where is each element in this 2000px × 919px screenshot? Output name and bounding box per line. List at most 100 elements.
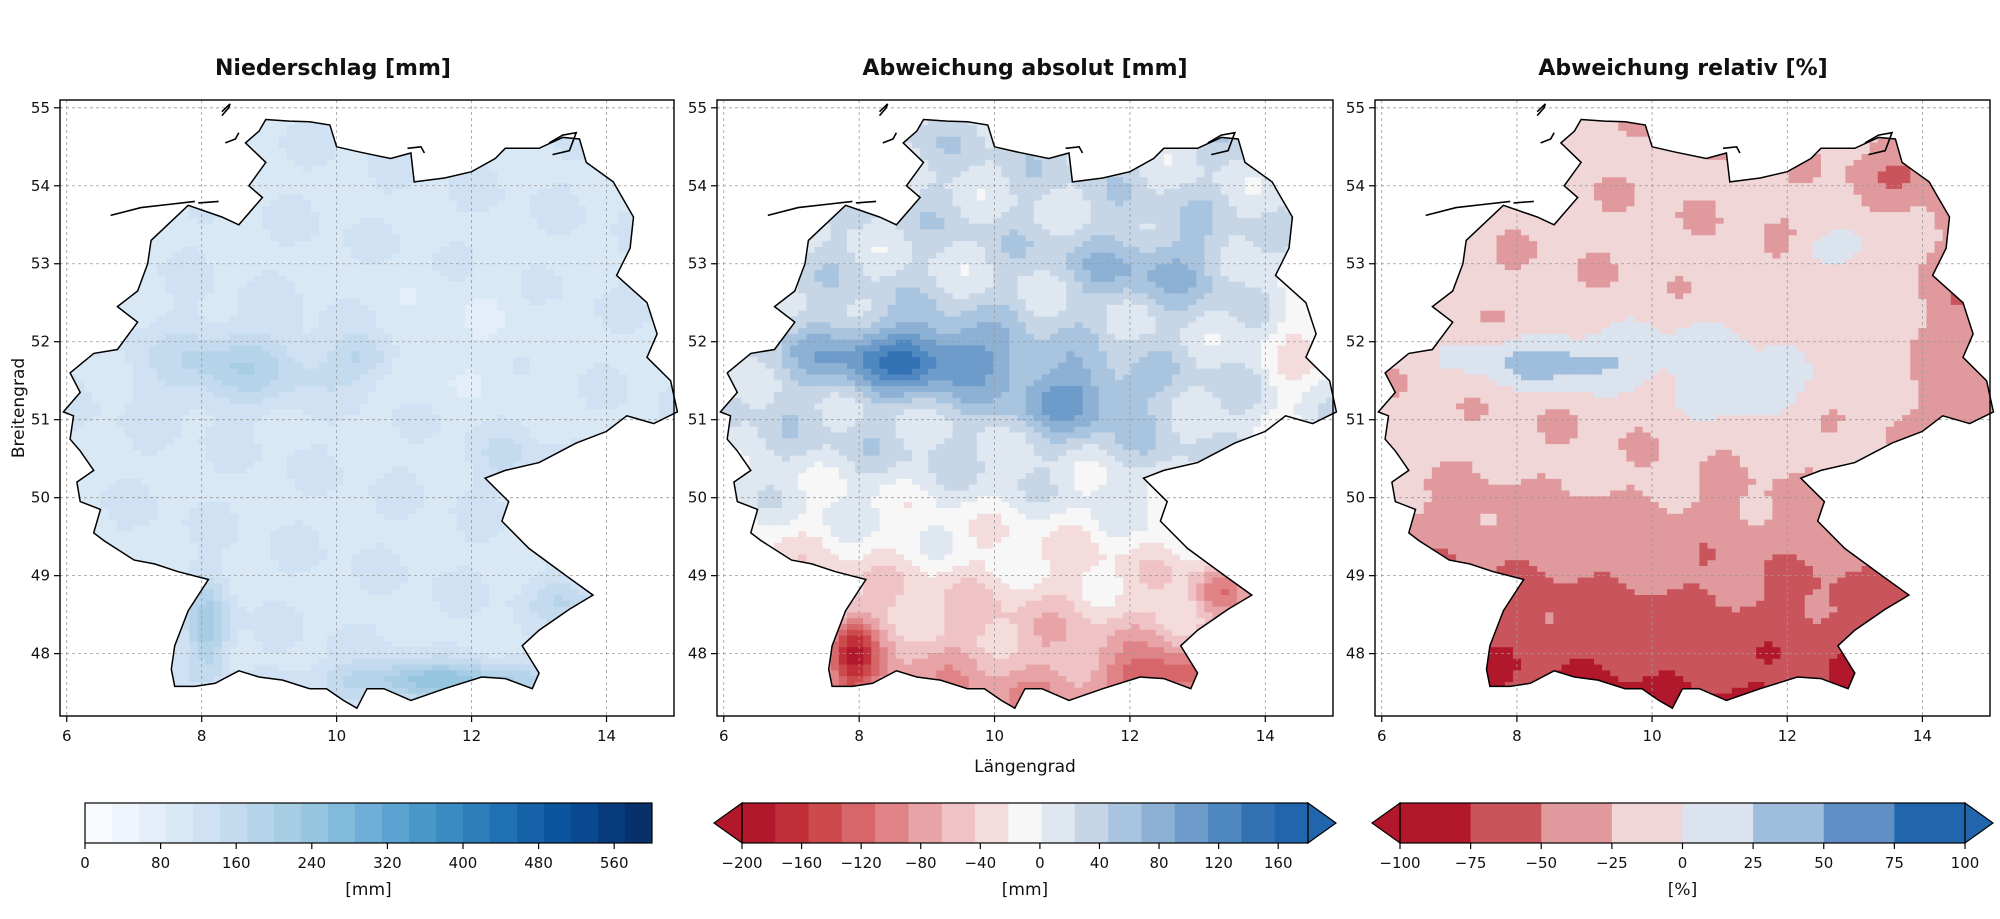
colorbar-swatch [742,803,776,843]
colorbar-tick-label: −25 [1596,854,1628,872]
colorbar-swatch [1108,803,1143,843]
colorbar-swatch [490,803,518,843]
colorbar-swatch [841,803,876,843]
island-outline [855,200,877,204]
map-panel-absdev: Abweichung absolut [mm] 6 8 10 12 14 48 49 50 51 5… [688,56,1338,745]
colorbar-unit-label: [%] [1668,880,1697,900]
colorbar-swatch [598,803,626,843]
colorbar-swatch [625,803,653,843]
colorbar-swatch [808,803,843,843]
colorbar-swatch [975,803,1009,843]
colorbar-swatch [247,803,275,843]
island-outline [407,145,426,154]
lat-tick-label: 49 [31,567,50,585]
island-outline [1513,200,1534,204]
colorbar-unit-label: [mm] [1002,880,1048,900]
colorbar-1: −200 −160 −120 −80 −40 0 40 80 120 160 [mm] [712,801,1338,900]
colorbar-swatch [382,803,410,843]
colorbar-extend-high [1964,801,1995,845]
colorbar-swatch [1074,803,1109,843]
colorbar-swatch [1174,803,1209,843]
map-panel-reldev: Abweichung relativ [%] 6 8 10 12 14 48 49 50 51 52… [1346,56,1995,745]
colorbar-swatch [517,803,545,843]
map-field-reldev [1378,119,1993,709]
colorbar-tick-label: 0 [1678,854,1688,872]
map-frame [716,99,1334,717]
island-outline [1207,131,1237,156]
lon-tick-label: 6 [62,727,72,745]
colorbar-swatch [274,803,302,843]
colorbar-swatch [112,803,140,843]
lat-tick-label: 55 [1346,99,1365,117]
lon-tick-label: 6 [719,727,729,745]
colorbar-swatch [166,803,194,843]
colorbar-tick-label: 40 [1090,854,1109,872]
island-outline [1864,131,1894,156]
lon-tick-label: 10 [1643,727,1662,745]
colorbar-frame [741,802,1309,844]
colorbar-swatch [1274,803,1309,843]
lon-tick-label: 6 [1377,727,1387,745]
colorbar-tick-label: −80 [905,854,937,872]
colorbar-tick-label: 25 [1744,854,1763,872]
colorbar-tick-label: −120 [841,854,882,872]
colorbar-swatch [1208,803,1242,843]
colorbar-tick-label: 0 [1035,854,1045,872]
colorbar-unit-label: [mm] [345,880,391,900]
colorbar-swatch [544,803,572,843]
lat-tick-label: 52 [688,333,707,351]
colorbar-swatch [1008,803,1043,843]
colorbar-swatch [85,803,113,843]
lat-tick-label: 53 [31,255,50,273]
colorbar-swatch [328,803,356,843]
lat-tick-label: 52 [31,333,50,351]
lat-tick-label: 50 [688,489,707,507]
colorbar-swatch [436,803,464,843]
lon-tick-label: 12 [1120,727,1139,745]
lat-tick-label: 51 [31,411,50,429]
lat-tick-label: 53 [688,255,707,273]
colorbar-swatch [1141,803,1176,843]
colorbar-swatch [908,803,943,843]
lon-tick-label: 8 [854,727,864,745]
lon-tick-label: 8 [1512,727,1522,745]
germany-border [719,118,1338,710]
colorbar-tick-label: 120 [1204,854,1233,872]
lat-tick-label: 54 [31,177,50,195]
lat-tick-label: 50 [31,489,50,507]
colorbar-extend-low [712,801,743,845]
lat-tick-label: 49 [1346,567,1365,585]
colorbar-swatch [1753,803,1825,843]
colorbar-swatch [301,803,329,843]
lat-tick-label: 48 [31,645,50,663]
colorbar-tick-label: 80 [1150,854,1169,872]
lon-tick-label: 14 [1256,727,1275,745]
colorbar-tick-label: 480 [524,854,553,872]
y-axis-label: Breitengrad [9,358,29,458]
colorbar-2: −100 −75 −50 −25 0 25 50 75 100 [%] [1370,801,1995,900]
colorbar-extend-high [1307,801,1338,845]
colorbar-tick-label: −50 [1525,854,1557,872]
colorbar-extend-low [1370,801,1401,845]
map-frame [1374,99,1991,717]
colorbar-tick-label: 560 [600,854,629,872]
map-field-precip [63,119,677,709]
lon-tick-label: 8 [197,727,207,745]
lat-tick-label: 49 [688,567,707,585]
colorbar-swatch [1611,803,1684,843]
colorbar-swatch [875,803,909,843]
colorbar-tick-label: 80 [151,854,170,872]
lon-tick-label: 10 [327,727,346,745]
colorbar-tick-label: −75 [1455,854,1487,872]
colorbar-tick-label: −40 [964,854,996,872]
colorbar-swatch [220,803,248,843]
lat-tick-label: 51 [1346,411,1365,429]
lon-tick-label: 10 [985,727,1004,745]
map-panel-precip: Niederschlag [mm] 6 8 10 12 14 48 49 50 51 52 53 54 5… [31,56,679,745]
lon-tick-label: 12 [1778,727,1797,745]
colorbar-swatch [1894,803,1966,843]
colorbar-swatch [409,803,437,843]
germany-border [62,118,679,710]
lat-tick-label: 53 [1346,255,1365,273]
